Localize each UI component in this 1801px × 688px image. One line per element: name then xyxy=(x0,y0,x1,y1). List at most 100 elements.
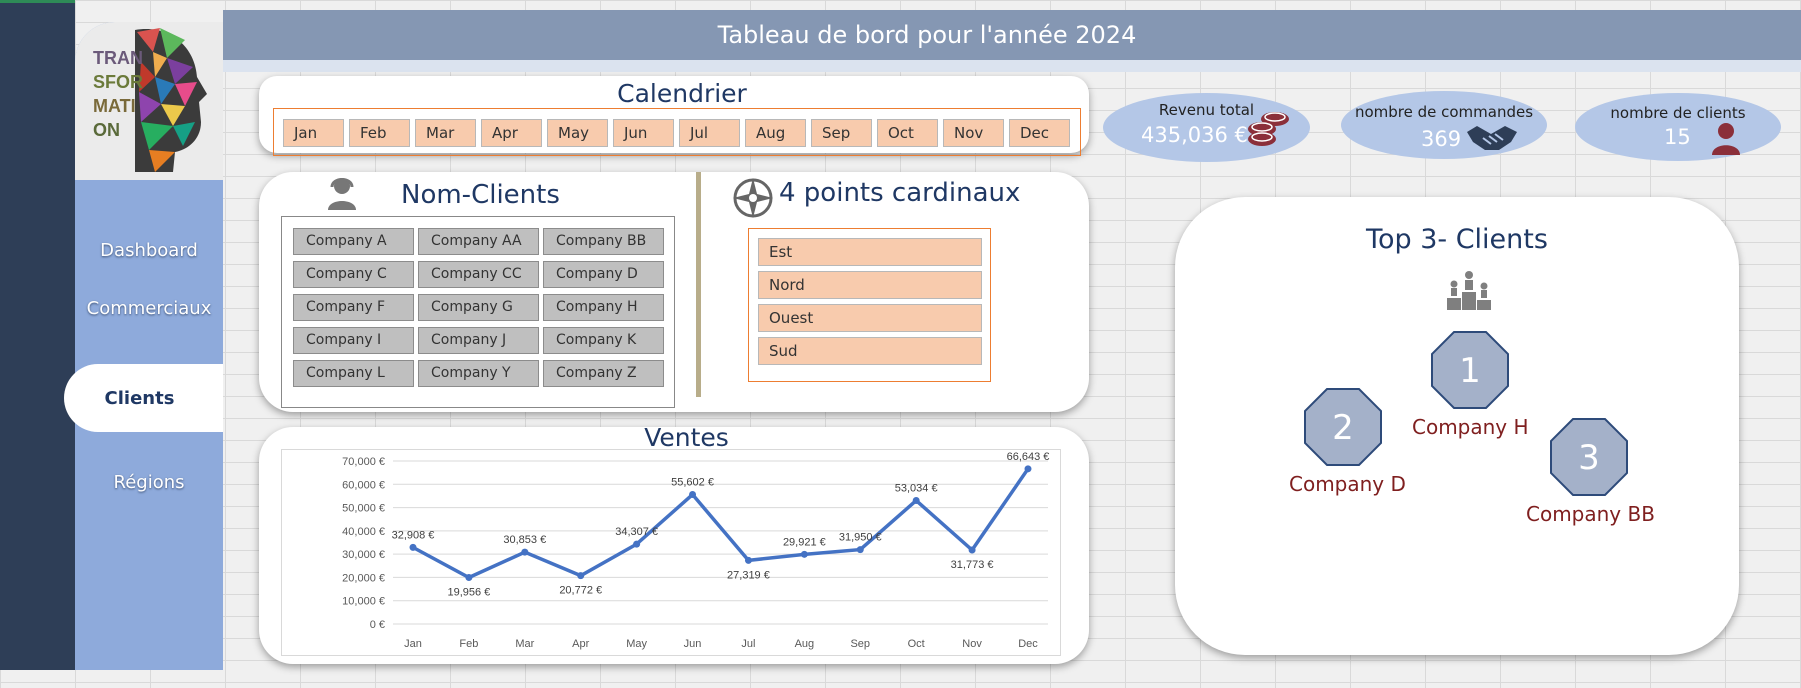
client-item[interactable]: Company G xyxy=(418,294,539,321)
month-jun[interactable]: Jun xyxy=(613,119,674,147)
data-point xyxy=(800,550,808,558)
x-tick-label: Aug xyxy=(795,638,815,650)
month-sep[interactable]: Sep xyxy=(811,119,872,147)
data-label: 55,602 € xyxy=(671,477,714,489)
month-slicer: Jan Feb Mar Apr May Jun Jul Aug Sep Oct … xyxy=(273,108,1081,156)
client-item[interactable]: Company BB xyxy=(543,228,664,255)
client-item[interactable]: Company K xyxy=(543,327,664,354)
kpi-orders-label: nombre de commandes xyxy=(1354,103,1534,121)
y-tick-label: 60,000 € xyxy=(342,479,385,491)
kpi-revenue-label: Revenu total xyxy=(1158,101,1255,119)
data-point xyxy=(912,497,920,505)
client-item[interactable]: Company L xyxy=(293,360,414,387)
kpi-revenue: Revenu total 435,036 € xyxy=(1103,93,1310,162)
y-tick-label: 20,000 € xyxy=(342,572,385,584)
directions-slicer: Est Nord Ouest Sud xyxy=(748,228,991,382)
calendar-card: Calendrier Jan Feb Mar Apr May Jun Jul A… xyxy=(259,76,1089,156)
calendar-title: Calendrier xyxy=(617,79,747,108)
month-nov[interactable]: Nov xyxy=(943,119,1004,147)
data-point xyxy=(1024,465,1032,473)
nav-regions[interactable]: Régions xyxy=(113,472,185,493)
data-point xyxy=(521,548,529,556)
direction-ouest[interactable]: Ouest xyxy=(758,304,982,332)
nav-clients[interactable]: Clients xyxy=(64,364,223,432)
sales-line xyxy=(412,467,1030,580)
title-underline xyxy=(223,60,1801,72)
client-item[interactable]: Company C xyxy=(293,261,414,288)
data-label: 31,773 € xyxy=(951,559,994,571)
month-may[interactable]: May xyxy=(547,119,608,147)
direction-nord[interactable]: Nord xyxy=(758,271,982,299)
clients-slicer: Company A Company AA Company BB Company … xyxy=(281,216,675,408)
top3-card: Top 3- Clients xyxy=(1175,197,1739,655)
rank-3-badge: 3 xyxy=(1550,418,1628,496)
client-item[interactable]: Company I xyxy=(293,327,414,354)
y-tick-label: 30,000 € xyxy=(342,549,385,561)
data-label: 29,921 € xyxy=(783,536,826,548)
left-dark-band xyxy=(0,0,75,670)
data-label: 31,950 € xyxy=(839,532,882,544)
data-label: 19,956 € xyxy=(447,587,490,599)
chart-title: Ventes xyxy=(644,423,729,452)
logo-image: TRAN SFOR MATI ON xyxy=(93,28,207,172)
direction-est[interactable]: Est xyxy=(758,238,982,266)
kpi-orders-value: 369 xyxy=(1421,127,1462,151)
month-aug[interactable]: Aug xyxy=(745,119,806,147)
filters-card: Nom-Clients Company A Company AA Company… xyxy=(259,172,1089,412)
month-oct[interactable]: Oct xyxy=(877,119,938,147)
x-tick-label: Jan xyxy=(404,638,422,650)
x-tick-label: Jul xyxy=(741,638,755,650)
month-feb[interactable]: Feb xyxy=(349,119,410,147)
y-tick-label: 50,000 € xyxy=(342,503,385,515)
logo-text: TRAN xyxy=(93,48,143,68)
month-dec[interactable]: Dec xyxy=(1009,119,1070,147)
rank-2-badge: 2 xyxy=(1304,388,1382,466)
rank-1-badge: 1 xyxy=(1431,331,1509,409)
data-point xyxy=(968,546,976,554)
rank-2-number: 2 xyxy=(1332,408,1354,448)
client-item[interactable]: Company Y xyxy=(418,360,539,387)
x-tick-label: Oct xyxy=(908,638,925,650)
client-item[interactable]: Company D xyxy=(543,261,664,288)
rank-1-number: 1 xyxy=(1459,351,1481,391)
x-tick-label: May xyxy=(626,638,647,650)
nav-commerciaux[interactable]: Commerciaux xyxy=(86,298,212,319)
coins-icon xyxy=(1245,107,1291,153)
directions-title: 4 points cardinaux xyxy=(779,178,1021,208)
client-item[interactable]: Company A xyxy=(293,228,414,255)
kpi-clients-label: nombre de clients xyxy=(1610,104,1746,122)
kpi-revenue-value: 435,036 € xyxy=(1141,123,1248,147)
sheet-tab-indicator xyxy=(0,0,75,3)
month-apr[interactable]: Apr xyxy=(481,119,542,147)
direction-sud[interactable]: Sud xyxy=(758,337,982,365)
y-tick-label: 40,000 € xyxy=(342,526,385,538)
x-tick-label: Sep xyxy=(850,638,870,650)
y-tick-label: 0 € xyxy=(370,619,385,631)
data-point xyxy=(577,572,585,580)
dashboard-title: Tableau de bord pour l'année 2024 xyxy=(223,10,1801,60)
client-item[interactable]: Company J xyxy=(418,327,539,354)
month-jul[interactable]: Jul xyxy=(679,119,740,147)
handshake-icon xyxy=(1465,122,1519,158)
nav-dashboard[interactable]: Dashboard xyxy=(100,240,198,261)
y-tick-label: 70,000 € xyxy=(342,456,385,468)
logo: TRAN SFOR MATI ON xyxy=(75,22,223,180)
data-label: 30,853 € xyxy=(503,534,546,546)
client-item[interactable]: Company Z xyxy=(543,360,664,387)
client-item[interactable]: Company CC xyxy=(418,261,539,288)
client-item[interactable]: Company H xyxy=(543,294,664,321)
svg-text:SFOR: SFOR xyxy=(93,72,143,92)
y-tick-label: 10,000 € xyxy=(342,596,385,608)
data-point xyxy=(744,556,752,564)
data-label: 34,307 € xyxy=(615,526,658,538)
compass-icon xyxy=(731,176,775,224)
month-jan[interactable]: Jan xyxy=(283,119,344,147)
data-point xyxy=(689,491,697,499)
kpi-clients-value: 15 xyxy=(1664,125,1691,149)
client-item[interactable]: Company AA xyxy=(418,228,539,255)
data-label: 20,772 € xyxy=(559,585,602,597)
client-item[interactable]: Company F xyxy=(293,294,414,321)
rank-3-number: 3 xyxy=(1578,438,1600,478)
x-tick-label: Nov xyxy=(962,638,982,650)
month-mar[interactable]: Mar xyxy=(415,119,476,147)
